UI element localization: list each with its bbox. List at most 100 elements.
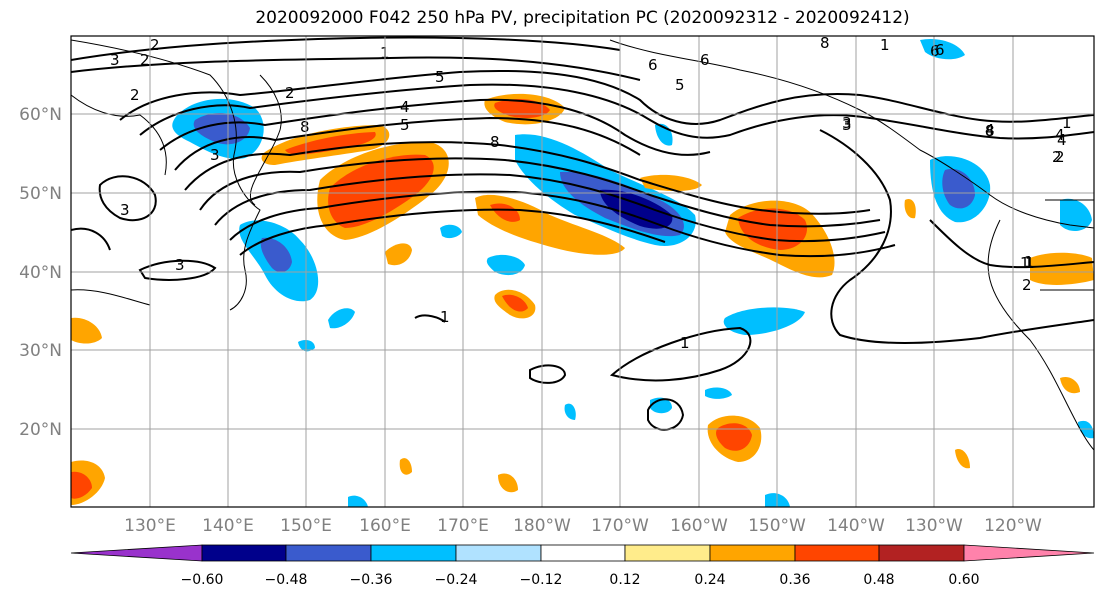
pos-blob-hawaii-core	[716, 423, 752, 451]
contour-label: 1	[1020, 254, 1030, 272]
colorbar-tick: −0.12	[520, 572, 563, 588]
contour-7	[184, 141, 871, 215]
pos-blob-north-core	[285, 132, 376, 155]
pos-blob-sub3	[1030, 252, 1094, 285]
lon-label: 130°E	[124, 516, 176, 536]
precip-shading	[71, 38, 1094, 507]
lat-labels: 60°N 50°N 40°N 30°N 20°N	[19, 105, 62, 440]
colorbar-tick: 0.12	[609, 572, 640, 588]
contour-20	[71, 227, 111, 251]
pos-blob-upper-core	[494, 98, 550, 118]
lon-labels: 130°E 140°E 150°E 160°E 170°E 180°W 170°…	[124, 516, 1042, 536]
contour-label: 8	[490, 133, 500, 151]
lon-label: 150°E	[280, 516, 332, 536]
contour-1	[71, 36, 621, 61]
contour-label: 4	[400, 98, 410, 116]
pos-blob-sub1-core	[502, 294, 528, 312]
contour-8	[199, 157, 881, 228]
colorbar-tick: 0.36	[779, 572, 810, 588]
lon-label: 140°E	[202, 516, 254, 536]
contour-label: 4	[1057, 131, 1067, 149]
contour-label: 6	[935, 41, 945, 59]
contour-9	[214, 173, 886, 243]
colorbar-segment-4	[455, 544, 542, 562]
lon-label: 160°W	[670, 516, 728, 536]
contour-label: 5	[435, 68, 445, 86]
lat-label: 30°N	[19, 341, 62, 361]
colorbar-tick: −0.48	[265, 572, 308, 588]
contour-label: 1	[680, 334, 690, 352]
contour-10	[229, 190, 896, 258]
contour-label: 2	[140, 51, 150, 69]
contour-label: 3	[842, 116, 852, 134]
contour-15	[138, 259, 217, 281]
contour-14	[609, 326, 752, 382]
contour-label: 8	[985, 122, 995, 140]
neg-blob-sub7	[564, 403, 576, 420]
pos-blob-sub7	[498, 473, 518, 493]
map-title: 2020092000 F042 250 hPa PV, precipitatio…	[255, 8, 910, 28]
colorbar-segment-3	[370, 544, 457, 562]
pos-blob-sub4	[71, 317, 102, 344]
contour-label: 8	[300, 118, 310, 136]
pv-contours	[71, 36, 1094, 431]
pos-blob-mid-core	[490, 203, 520, 222]
contour-2	[71, 56, 641, 81]
neg-blob-sub9	[920, 38, 965, 60]
neg-blob-sub3	[328, 308, 355, 329]
colorbar-segment-0	[70, 544, 203, 562]
contour-5	[159, 98, 711, 156]
contour-label-group: 1 2 3 4 5 6 8 1 2 3 5 6 8 1 2 3 4 5 6 8 …	[110, 34, 1072, 352]
lon-label: 150°W	[748, 516, 806, 536]
pos-blob-sub8	[955, 449, 970, 469]
contour-label: 2	[1022, 276, 1032, 294]
colorbar-tick: −0.60	[181, 572, 224, 588]
contour-label: 8	[985, 122, 995, 140]
neg-blob-sub2	[486, 254, 525, 276]
lon-label: 170°E	[437, 516, 489, 536]
contour-6	[174, 116, 641, 171]
colorbar-ticks: −0.60 −0.48 −0.36 −0.24 −0.12 0.12 0.24 …	[181, 572, 980, 588]
lon-label: 140°W	[827, 516, 885, 536]
neg-blob-sub4	[440, 224, 462, 239]
contour-16	[647, 398, 685, 431]
contour-19	[98, 175, 157, 222]
contour-12	[819, 129, 1094, 344]
lon-label: 170°W	[591, 516, 649, 536]
colorbar	[70, 544, 1095, 562]
contour-label: 2	[285, 84, 295, 102]
contour-label: 5	[400, 116, 410, 134]
lat-label: 40°N	[19, 263, 62, 283]
map-frame	[70, 35, 1095, 508]
lon-label: 160°E	[359, 516, 411, 536]
contour-18	[414, 314, 446, 323]
pos-blob-sub9	[904, 198, 916, 219]
gridlines	[71, 36, 1094, 507]
lon-label: 180°W	[513, 516, 571, 536]
contour-label: 1	[1024, 253, 1034, 271]
contour-label: 3	[175, 256, 185, 274]
neg-blob-sub1	[723, 307, 805, 335]
lat-label: 20°N	[19, 420, 62, 440]
contour-label: 2	[1055, 148, 1065, 166]
pos-blob-sub10	[1060, 376, 1080, 394]
contour-label: 2	[150, 36, 160, 54]
contour-label: 3	[120, 201, 130, 219]
neg-blob-sub12	[348, 495, 368, 507]
colorbar-segment-1	[201, 544, 287, 562]
contour-13	[929, 219, 1094, 269]
contour-label: 4	[1055, 126, 1065, 144]
neg-blob-japan-core	[260, 237, 292, 273]
colorbar-segment-6	[624, 544, 711, 562]
border-canada-us	[1040, 199, 1094, 291]
pos-blob-sub6	[399, 458, 412, 475]
contour-label: 3	[110, 51, 120, 69]
colorbar-segment-10	[963, 544, 1095, 562]
colorbar-segment-9	[878, 544, 965, 562]
pos-blob-east-core	[738, 208, 808, 250]
lon-label: 130°W	[905, 516, 963, 536]
pos-blob-east-small	[640, 174, 702, 192]
neg-blob-sub8	[1060, 198, 1092, 232]
contour-label: 6	[700, 51, 710, 69]
